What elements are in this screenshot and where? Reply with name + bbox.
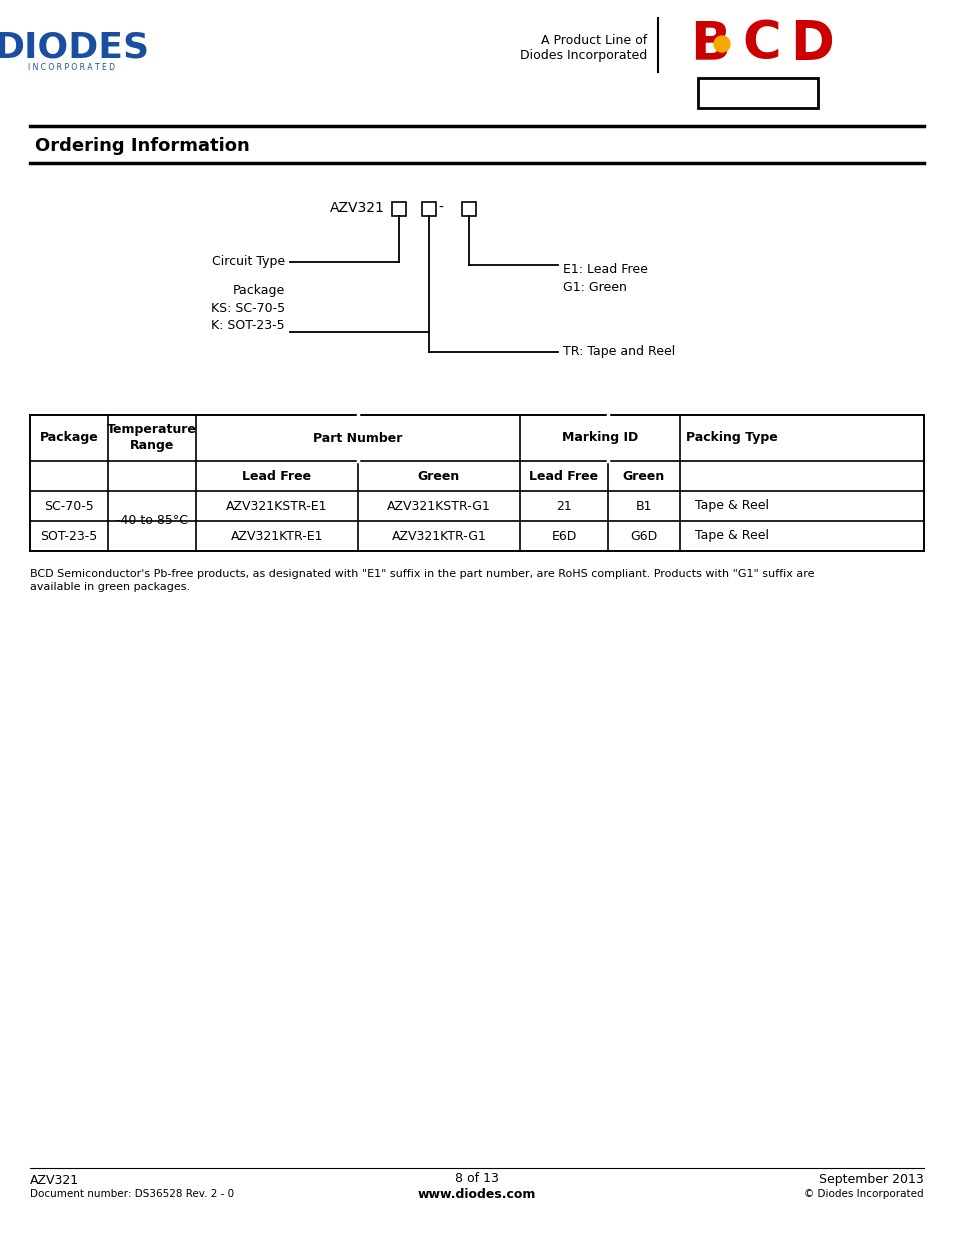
Text: -40 to 85°C: -40 to 85°C — [116, 515, 188, 527]
Text: DIODES: DIODES — [0, 31, 150, 65]
Text: AZV321KTR-G1: AZV321KTR-G1 — [391, 530, 486, 542]
Text: B1: B1 — [635, 499, 652, 513]
Text: E1: Lead Free
G1: Green: E1: Lead Free G1: Green — [562, 263, 647, 294]
Text: www.diodes.com: www.diodes.com — [417, 1188, 536, 1200]
Text: Tape & Reel: Tape & Reel — [695, 530, 768, 542]
Bar — [698, 78, 817, 107]
Bar — [392, 203, 406, 216]
Text: Lead Free: Lead Free — [529, 469, 598, 483]
Text: Part Number: Part Number — [313, 431, 402, 445]
Bar — [30, 415, 923, 551]
Text: Green: Green — [417, 469, 459, 483]
Text: E6D: E6D — [551, 530, 576, 542]
Text: D: D — [789, 19, 833, 70]
Text: © Diodes Incorporated: © Diodes Incorporated — [803, 1189, 923, 1199]
Text: Temperature
Range: Temperature Range — [107, 424, 196, 452]
Text: September 2013: September 2013 — [819, 1173, 923, 1187]
Text: Tape & Reel: Tape & Reel — [695, 499, 768, 513]
Text: Packing Type: Packing Type — [685, 431, 777, 445]
Text: AZV321KSTR-G1: AZV321KSTR-G1 — [387, 499, 491, 513]
Text: Marking ID: Marking ID — [561, 431, 638, 445]
Text: Document number: DS36528 Rev. 2 - 0: Document number: DS36528 Rev. 2 - 0 — [30, 1189, 233, 1199]
Text: SC-70-5: SC-70-5 — [44, 499, 93, 513]
Text: Package
KS: SC-70-5
K: SOT-23-5: Package KS: SC-70-5 K: SOT-23-5 — [211, 284, 285, 332]
Text: available in green packages.: available in green packages. — [30, 582, 190, 592]
Text: G6D: G6D — [630, 530, 657, 542]
Text: Lead Free: Lead Free — [242, 469, 312, 483]
Text: Green: Green — [622, 469, 664, 483]
Text: AZV321: AZV321 — [330, 201, 385, 215]
Text: Ordering Information: Ordering Information — [35, 137, 250, 156]
Text: 21: 21 — [556, 499, 571, 513]
Text: A Product Line of: A Product Line of — [540, 33, 646, 47]
Text: I N C O R P O R A T E D: I N C O R P O R A T E D — [29, 63, 115, 73]
Text: B: B — [689, 19, 729, 70]
Text: BCD Semiconductor's Pb-free products, as designated with "E1" suffix in the part: BCD Semiconductor's Pb-free products, as… — [30, 569, 814, 579]
Text: 8 of 13: 8 of 13 — [455, 1172, 498, 1184]
Text: Diodes Incorporated: Diodes Incorporated — [519, 49, 646, 63]
Text: -: - — [437, 201, 442, 215]
Text: TR: Tape and Reel: TR: Tape and Reel — [562, 346, 675, 358]
Text: C: C — [741, 19, 781, 70]
Text: Package: Package — [40, 431, 98, 445]
Circle shape — [713, 36, 729, 52]
Text: SOT-23-5: SOT-23-5 — [40, 530, 97, 542]
Text: AZV321: AZV321 — [715, 84, 800, 103]
Bar — [421, 203, 436, 216]
Text: AZV321KTR-E1: AZV321KTR-E1 — [231, 530, 323, 542]
Text: Circuit Type: Circuit Type — [212, 256, 285, 268]
Text: AZV321KSTR-E1: AZV321KSTR-E1 — [226, 499, 328, 513]
Text: AZV321: AZV321 — [30, 1173, 79, 1187]
Bar — [461, 203, 476, 216]
